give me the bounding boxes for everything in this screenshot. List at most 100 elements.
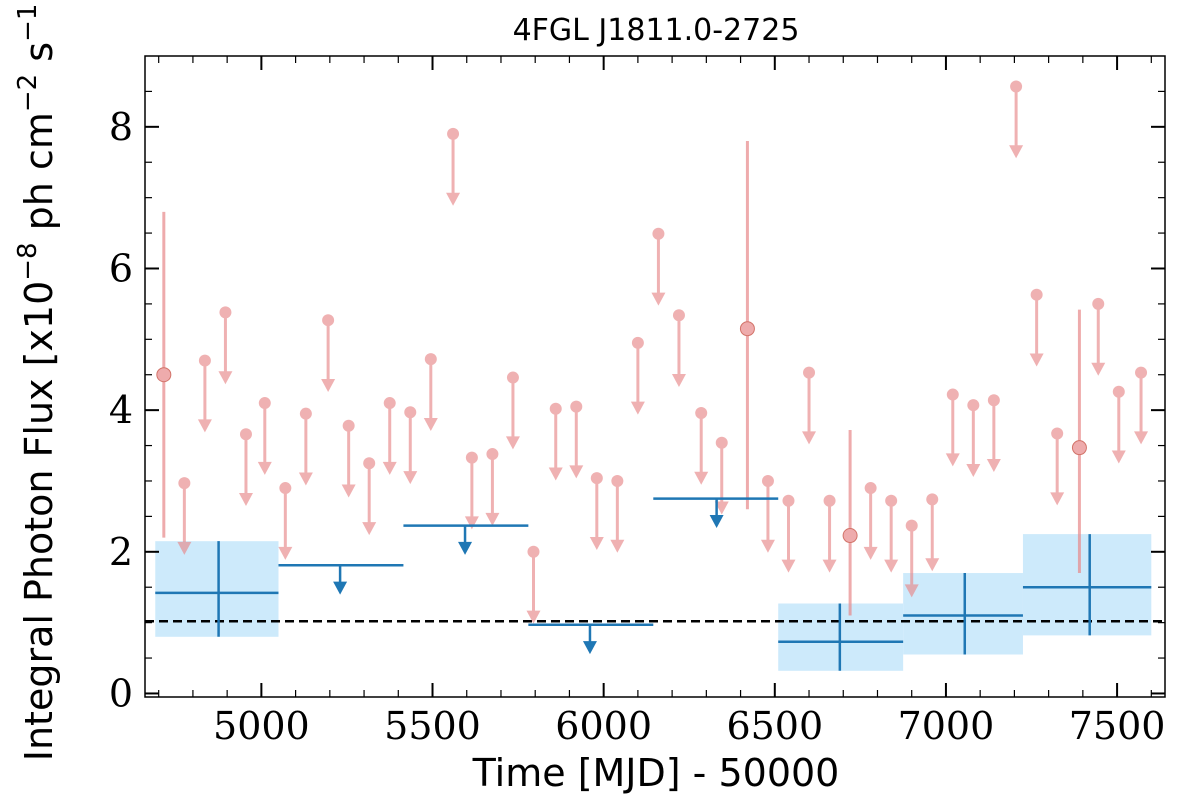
x-axis-label: Time [MJD] - 50000 <box>472 751 840 795</box>
short-bin-upper-limit <box>651 227 666 306</box>
upper-limit-arrow-head <box>925 558 940 572</box>
short-bin-detection <box>842 429 858 616</box>
upper-limit-arrow-head <box>298 472 313 486</box>
upper-limit-point <box>1010 80 1023 93</box>
upper-limit-point <box>198 354 211 367</box>
detection-point <box>1071 440 1087 456</box>
upper-limit-point <box>672 309 685 322</box>
upper-limit-arrow-head <box>505 436 520 450</box>
short-bin-upper-limit <box>238 428 253 507</box>
upper-limit-point <box>404 406 417 419</box>
long-bin-arrow-head <box>333 581 348 595</box>
upper-limit-arrow-head <box>694 471 709 485</box>
detection-point <box>842 528 858 544</box>
upper-limit-point <box>424 353 437 366</box>
short-bin-upper-limit <box>526 545 541 624</box>
plot-area: 5000 5500 6000 6500 7000 7500 0 2 4 6 8 <box>109 55 1166 748</box>
long-bin-arrow-head <box>458 541 473 555</box>
y-tick-label: 8 <box>109 105 133 149</box>
upper-limit-point <box>1135 366 1148 379</box>
upper-limit-point <box>1030 288 1043 301</box>
upper-limit-arrow-head <box>822 559 837 573</box>
short-bin-upper-limit <box>177 477 192 555</box>
upper-limit-point <box>967 399 980 412</box>
y-axis-label-end: ] <box>17 0 61 4</box>
long-bin-error-band <box>903 573 1023 655</box>
upper-limit-arrow-head <box>177 541 192 555</box>
upper-limit-arrow-head <box>802 431 817 445</box>
upper-limit-arrow-head <box>218 371 233 385</box>
short-bin-upper-limit <box>671 309 686 388</box>
upper-limit-arrow-head <box>671 374 686 388</box>
short-bin-upper-limit <box>925 493 940 572</box>
short-bin-upper-limit <box>610 474 625 553</box>
long-bin-detection <box>903 573 1023 655</box>
long-bin-arrow-head <box>709 515 724 529</box>
short-bin-upper-limit <box>714 436 729 515</box>
detection-point <box>739 321 755 337</box>
upper-limit-point <box>279 482 292 495</box>
upper-limit-arrow-head <box>197 419 212 433</box>
upper-limit-arrow-head <box>781 559 796 573</box>
short-bin-upper-limit <box>298 407 313 486</box>
short-bin-upper-limit <box>1111 385 1126 464</box>
upper-limit-arrow-head <box>278 546 293 560</box>
upper-limit-arrow-head <box>630 401 645 415</box>
y-tick-label: 4 <box>109 388 133 432</box>
upper-limit-point <box>823 494 836 507</box>
upper-limit-point <box>987 394 1000 407</box>
long-bin-upper-limit <box>278 564 404 595</box>
upper-limit-point <box>905 519 918 532</box>
y-axis-label-exp2: −2 <box>13 74 43 112</box>
short-bin-upper-limit <box>1009 80 1024 159</box>
upper-limit-point <box>946 388 959 401</box>
upper-limit-point <box>527 545 540 558</box>
upper-limit-arrow-head <box>1050 492 1065 506</box>
upper-limit-point <box>611 474 624 487</box>
upper-limit-point <box>885 494 898 507</box>
y-axis-label-mid2: s <box>17 42 61 74</box>
upper-limit-point <box>1112 385 1125 398</box>
upper-limit-point <box>1051 427 1064 440</box>
upper-limit-point <box>447 127 460 140</box>
upper-limit-point <box>715 436 728 449</box>
short-bin-upper-limit <box>781 494 796 573</box>
y-tick-label: 0 <box>109 671 133 715</box>
upper-limit-arrow-head <box>986 459 1001 473</box>
y-axis-label: Integral Photon Flux [x10−8 ph cm−2 s−1] <box>13 0 61 761</box>
upper-limit-arrow-head <box>382 461 397 475</box>
short-bin-upper-limit <box>505 371 520 450</box>
short-bin-upper-limit <box>966 399 981 478</box>
upper-limit-arrow-head <box>1111 450 1126 464</box>
short-bin-upper-limit <box>423 353 438 431</box>
upper-limit-arrow-head <box>464 516 479 530</box>
upper-limit-arrow-head <box>341 484 356 498</box>
upper-limit-point <box>631 336 644 349</box>
upper-limit-point <box>363 457 376 470</box>
plot-frame <box>144 55 1166 698</box>
upper-limit-point <box>549 402 562 415</box>
x-tick-label: 7000 <box>898 704 995 748</box>
short-bin-upper-limit <box>760 474 775 553</box>
upper-limit-arrow-head <box>1091 362 1106 376</box>
upper-limit-arrow-head <box>403 471 418 485</box>
upper-limit-point <box>926 493 939 506</box>
short-bin-upper-limit <box>884 494 899 573</box>
long-bin-upper-limit <box>653 497 779 529</box>
long-bin-detection <box>778 603 904 671</box>
short-bin-upper-limit <box>548 402 563 481</box>
long-bin-detection <box>1022 534 1152 636</box>
upper-limit-arrow-head <box>610 539 625 553</box>
upper-limit-point <box>761 474 774 487</box>
short-bin-upper-limit <box>403 406 418 485</box>
upper-limit-point <box>486 448 499 461</box>
upper-limit-arrow-head <box>257 461 272 475</box>
upper-limit-point <box>803 366 816 379</box>
short-bin-upper-limit <box>986 394 1001 473</box>
long-bin-upper-limit <box>528 623 654 655</box>
short-bin-upper-limit <box>945 388 960 467</box>
upper-limit-arrow-head <box>589 536 604 550</box>
upper-limit-arrow-head <box>423 417 438 431</box>
short-bin-upper-limit <box>904 519 919 598</box>
upper-limit-arrow-head <box>238 493 253 507</box>
